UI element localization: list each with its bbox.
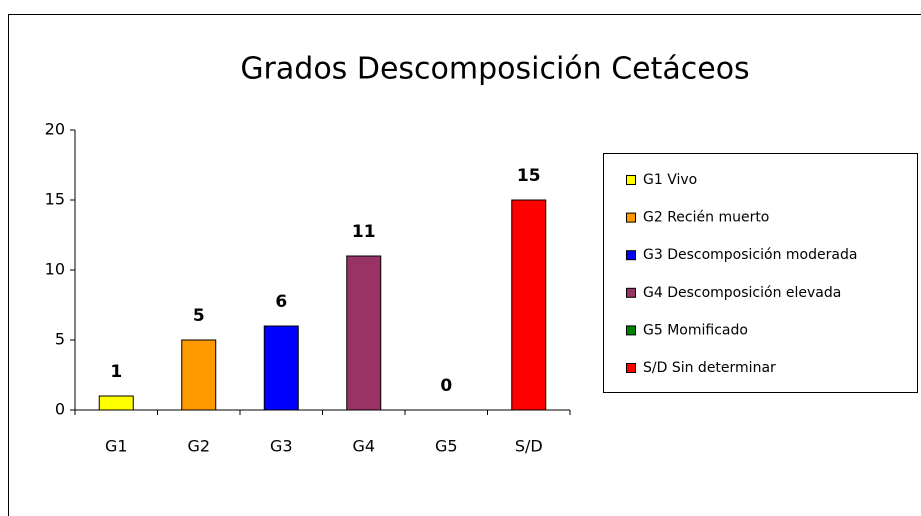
chart-title: Grados Descomposición Cetáceos bbox=[240, 52, 749, 87]
legend-swatch bbox=[626, 212, 636, 223]
x-tick-label: G4 bbox=[352, 437, 375, 456]
x-tick-label: G1 bbox=[105, 437, 128, 456]
y-tick-label: 0 bbox=[55, 400, 65, 419]
x-tick-label: G2 bbox=[187, 437, 210, 456]
data-label: 11 bbox=[352, 222, 376, 242]
legend-swatch bbox=[626, 250, 636, 261]
legend-label: G1 Vivo bbox=[643, 172, 697, 188]
data-label: 6 bbox=[275, 292, 287, 312]
data-label: 0 bbox=[440, 376, 452, 396]
legend-label: G2 Recién muerto bbox=[643, 210, 769, 226]
legend-swatch bbox=[626, 363, 636, 373]
data-label: 15 bbox=[517, 166, 541, 186]
legend-label: S/D Sin determinar bbox=[643, 360, 776, 376]
bar bbox=[511, 199, 547, 411]
bar bbox=[346, 255, 382, 411]
x-tick-label: S/D bbox=[515, 437, 543, 456]
bar bbox=[98, 395, 134, 411]
y-tick-label: 5 bbox=[55, 330, 65, 349]
y-tick-label: 15 bbox=[45, 190, 65, 209]
legend-swatch bbox=[626, 325, 636, 336]
legend-label: G3 Descomposición moderada bbox=[643, 247, 857, 263]
legend-swatch bbox=[626, 175, 636, 185]
y-tick-label: 20 bbox=[45, 120, 65, 139]
legend-label: G5 Momificado bbox=[643, 322, 748, 338]
data-label: 1 bbox=[110, 362, 122, 382]
legend-label: G4 Descomposición elevada bbox=[643, 285, 841, 301]
legend-box bbox=[603, 153, 918, 393]
bar bbox=[263, 325, 299, 411]
x-tick-label: G5 bbox=[435, 437, 458, 456]
x-tick-label: G3 bbox=[270, 437, 293, 456]
y-tick-label: 10 bbox=[45, 260, 65, 279]
data-label: 5 bbox=[193, 306, 205, 326]
legend-swatch bbox=[626, 287, 636, 298]
bar bbox=[181, 339, 217, 411]
